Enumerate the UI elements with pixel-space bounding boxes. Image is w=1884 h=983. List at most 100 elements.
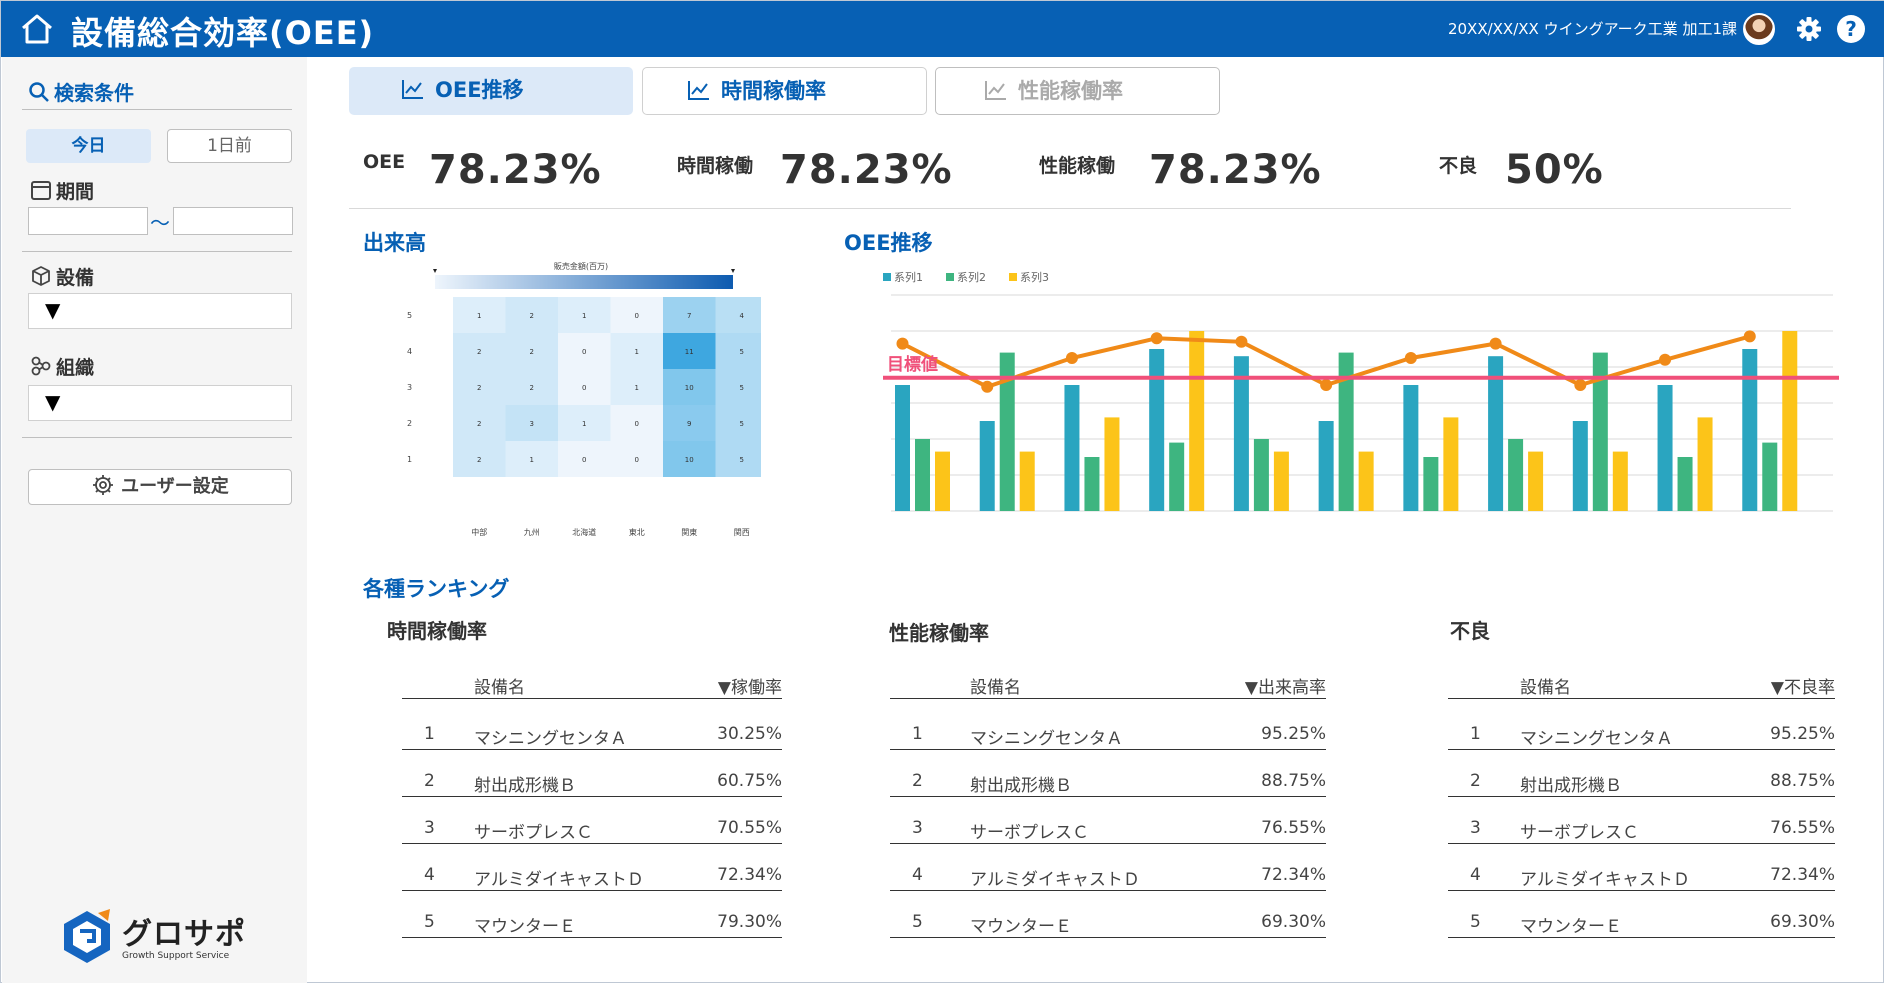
rank-number: 5: [912, 912, 923, 932]
today-button[interactable]: 今日: [26, 129, 151, 163]
legend-swatch: [883, 273, 891, 281]
cube-icon: [32, 266, 50, 286]
column-header-value-sort[interactable]: ▼稼働率: [717, 678, 782, 698]
search-conditions-label: 検索条件: [54, 81, 134, 105]
heatmap-column-label: 東北: [629, 527, 645, 537]
table-row[interactable]: 2 射出成形機Ｂ 60.75%: [402, 767, 782, 797]
kpi-oee-value: 78.23%: [429, 147, 602, 193]
bar-系列2: [1423, 457, 1439, 511]
trend-point: [1235, 335, 1248, 348]
bar-系列2: [1508, 439, 1524, 511]
chevron-down-icon: ▼: [45, 298, 61, 322]
bar-系列3: [1358, 451, 1374, 511]
rank-number: 2: [1470, 771, 1481, 791]
heatmap-cell-value: 10: [685, 384, 694, 392]
equipment-name: 射出成形機Ｂ: [474, 776, 576, 796]
heatmap-cell-value: 9: [687, 420, 691, 428]
table-row[interactable]: 1 マシニングセンタＡ 30.25%: [402, 720, 782, 750]
gear-icon[interactable]: [1795, 15, 1823, 43]
rank-number: 5: [424, 912, 435, 932]
heatmap-cell-value: 2: [477, 420, 481, 428]
heatmap-cell-value: 0: [635, 312, 639, 320]
equipment-select[interactable]: ▼: [28, 293, 292, 329]
heatmap-row-label: 5: [407, 311, 412, 320]
home-icon[interactable]: [19, 11, 55, 47]
user-settings-button[interactable]: ユーザー設定: [28, 469, 292, 505]
equipment-name: アルミダイキャストＤ: [970, 870, 1140, 890]
heatmap-cell-value: 1: [582, 312, 586, 320]
heatmap-cell-value: 0: [582, 384, 586, 392]
column-header-value-sort[interactable]: ▼不良率: [1770, 678, 1835, 698]
rank-value: 69.30%: [1261, 912, 1326, 932]
table-row[interactable]: 5 マウンターＥ 69.30%: [890, 908, 1326, 938]
tab-time-availability[interactable]: 時間稼働率: [642, 67, 927, 115]
heatmap-cell-value: 5: [740, 420, 744, 428]
oee-trend-svg: 系列1 系列2 系列3 目標値: [883, 270, 1839, 512]
heatmap-cell: [663, 333, 716, 369]
rank-number: 1: [424, 724, 435, 744]
heatmap-cell: [610, 441, 663, 477]
rank-value: 72.34%: [1261, 865, 1326, 885]
heatmap-cell: [715, 369, 768, 405]
bar-系列3: [1528, 451, 1544, 511]
table-row[interactable]: 5 マウンターＥ 69.30%: [1448, 908, 1835, 938]
rank-number: 3: [912, 818, 923, 838]
rank-value: 60.75%: [717, 771, 782, 791]
organization-select[interactable]: ▼: [28, 385, 292, 421]
rank-value: 88.75%: [1770, 771, 1835, 791]
table-row[interactable]: 3 サーボプレスＣ 70.55%: [402, 814, 782, 844]
heatmap-cell-value: 2: [530, 384, 534, 392]
heatmap-cell: [453, 405, 506, 441]
heatmap-row-label: 1: [407, 455, 412, 464]
column-header-value-sort[interactable]: ▼出来高率: [1244, 678, 1326, 698]
table-row[interactable]: 3 サーボプレスＣ 76.55%: [890, 814, 1326, 844]
bar-系列2: [1338, 352, 1354, 511]
table-row[interactable]: 1 マシニングセンタＡ 95.25%: [1448, 720, 1835, 750]
equipment-label-text: 設備: [56, 267, 95, 289]
table-row[interactable]: 5 マウンターＥ 79.30%: [402, 908, 782, 938]
table-row[interactable]: 4 アルミダイキャストＤ 72.34%: [1448, 861, 1835, 891]
line-chart-icon: [688, 81, 709, 100]
calendar-icon: [31, 181, 51, 200]
table-row[interactable]: 1 マシニングセンタＡ 95.25%: [890, 720, 1326, 750]
tab-oee-trend[interactable]: OEE推移: [349, 67, 633, 115]
previous-day-button[interactable]: 1日前: [167, 129, 292, 163]
bar-系列1: [1403, 385, 1419, 511]
column-header-name[interactable]: 設備名: [474, 678, 525, 698]
table-row[interactable]: 4 アルミダイキャストＤ 72.34%: [402, 861, 782, 891]
bar-系列3: [1104, 417, 1120, 511]
line-chart-icon: [985, 81, 1006, 100]
rank-value: 76.55%: [1261, 818, 1326, 838]
divider: [22, 437, 292, 438]
column-header-name[interactable]: 設備名: [1520, 678, 1571, 698]
column-header-name[interactable]: 設備名: [970, 678, 1021, 698]
table-row[interactable]: 2 射出成形機Ｂ 88.75%: [1448, 767, 1835, 797]
avatar[interactable]: [1743, 13, 1775, 45]
rank-number: 4: [1470, 865, 1481, 885]
heatmap-cell: [610, 297, 663, 333]
bar-系列1: [1572, 421, 1588, 511]
bar-系列2: [1592, 352, 1608, 511]
heatmap-cell-value: 1: [530, 456, 534, 464]
heatmap-cell-value: 1: [477, 312, 481, 320]
rank-value: 88.75%: [1261, 771, 1326, 791]
table-row[interactable]: 4 アルミダイキャストＤ 72.34%: [890, 861, 1326, 891]
heatmap-cell: [505, 405, 558, 441]
table-row[interactable]: 3 サーボプレスＣ 76.55%: [1448, 814, 1835, 844]
period-end-field[interactable]: [173, 207, 293, 235]
heatmap-cell: [558, 405, 611, 441]
ranking-performance-title: 性能稼働率: [889, 621, 989, 645]
equipment-label: 設備: [30, 263, 94, 290]
help-icon[interactable]: ?: [1837, 15, 1865, 43]
table-row[interactable]: 2 射出成形機Ｂ 88.75%: [890, 767, 1326, 797]
kpi-divider: [349, 208, 1791, 209]
bar-系列2: [1169, 442, 1185, 511]
heatmap-cell: [715, 441, 768, 477]
period-start-field[interactable]: [28, 207, 148, 235]
heatmap-cell: [558, 333, 611, 369]
trend-point: [1065, 352, 1078, 364]
tab-performance[interactable]: 性能稼働率: [935, 67, 1220, 115]
bar-系列1: [979, 421, 995, 511]
equipment-name: サーボプレスＣ: [474, 823, 593, 843]
output-title: 出来高: [363, 231, 426, 255]
